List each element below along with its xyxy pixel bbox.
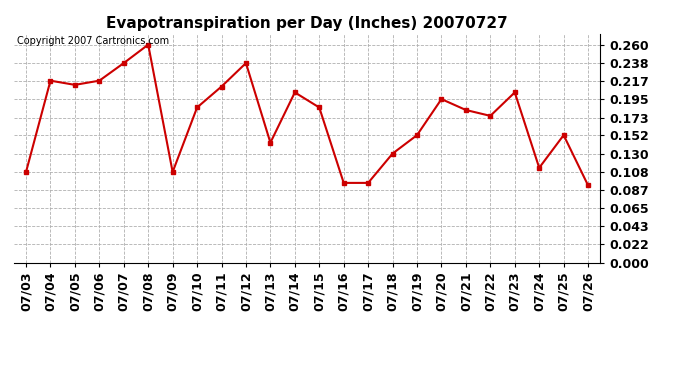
Text: Copyright 2007 Cartronics.com: Copyright 2007 Cartronics.com bbox=[17, 36, 169, 46]
Title: Evapotranspiration per Day (Inches) 20070727: Evapotranspiration per Day (Inches) 2007… bbox=[106, 16, 508, 31]
